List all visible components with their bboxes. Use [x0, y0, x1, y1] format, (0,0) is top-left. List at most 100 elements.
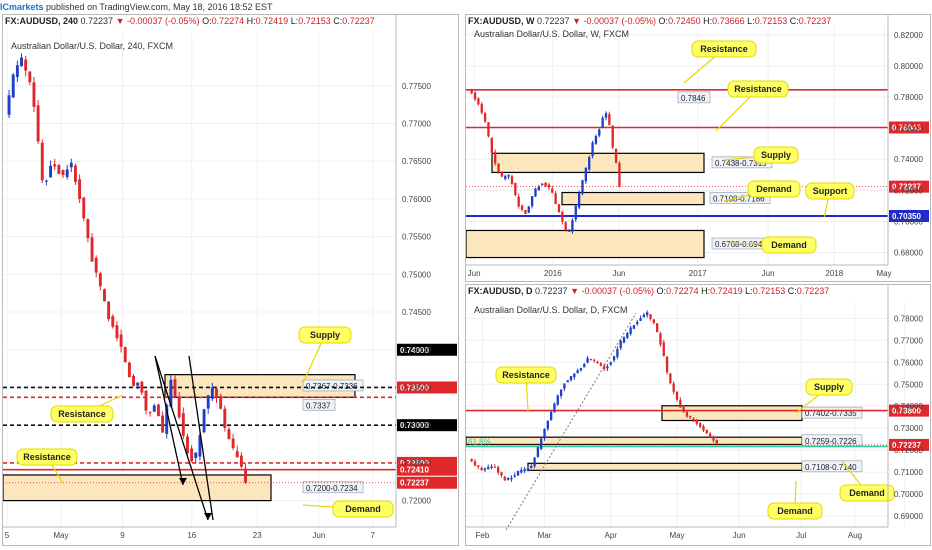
x-tick-label: 7 [371, 531, 376, 540]
broker-brand[interactable]: ICmarkets [0, 2, 44, 12]
chart-canvas-h4[interactable]: 0.7367-0.7336 0.7200-0.7234 0.74000 0.73500… [3, 15, 458, 545]
candle [132, 375, 135, 386]
trend-arrow [154, 355, 209, 521]
candle [500, 472, 503, 476]
candle [537, 186, 541, 191]
zone-label: 0.7259-0.7226 [805, 437, 857, 446]
callout-label: Resistance [734, 84, 782, 94]
y-tick-label: 0.77000 [894, 336, 923, 345]
x-tick-label: Aug [848, 531, 862, 540]
candle [57, 165, 61, 174]
candle [86, 219, 90, 239]
candle [715, 440, 718, 444]
y-tick-label: 0.78000 [894, 314, 923, 323]
publish-info: published on TradingView.com, May 18, 20… [43, 2, 273, 12]
chart-panel-h4[interactable]: FX:AUDUSD, 240 0.72237 ▼ -0.00037 (-0.05… [2, 14, 459, 546]
candle [235, 451, 239, 458]
candle [606, 366, 609, 369]
candle [493, 466, 496, 468]
level-label-box [677, 91, 711, 104]
x-tick-label: 5 [5, 531, 10, 540]
candle [24, 59, 28, 71]
candle [584, 167, 588, 182]
price-tag-label: 0.73800 [892, 407, 921, 416]
x-tick-label: Jun [468, 269, 481, 278]
chart-panel-weekly[interactable]: FX:AUDUSD, W 0.72237 ▼ -0.00037 (-0.05%)… [465, 14, 931, 282]
x-tick-label: Mar [538, 531, 552, 540]
y-tick-label: 0.77000 [402, 120, 431, 129]
callout-label: Resistance [502, 370, 550, 380]
close-value: 0.72237 [342, 16, 375, 26]
price-tag-label: 0.73000 [400, 421, 429, 430]
last-price: 0.72237 [535, 286, 568, 296]
candle [636, 322, 639, 325]
candle [49, 165, 53, 178]
chart-canvas-weekly[interactable]: 0.7438-0.7315 0.7108-0.7186 0.6768-0.6942 0… [466, 15, 930, 281]
price-tag [889, 404, 929, 417]
callout-label: Demand [777, 506, 813, 516]
candle [583, 363, 586, 368]
candle [477, 98, 480, 105]
candle [574, 205, 577, 220]
level-label-box [302, 398, 336, 411]
candle [78, 179, 82, 199]
candle [61, 170, 65, 175]
zone-label: 0.7367-0.7336 [306, 382, 358, 391]
x-tick-label: 23 [253, 531, 262, 540]
candle [496, 466, 500, 473]
candle [520, 469, 523, 473]
candle [206, 395, 210, 409]
fib-label: 61.8% [468, 437, 491, 446]
callout-label: Demand [849, 488, 885, 498]
x-tick-label: 2017 [689, 269, 707, 278]
trend-arrow [188, 355, 214, 521]
y-tick-label: 0.70000 [894, 490, 923, 499]
candle [510, 477, 513, 480]
candle [622, 337, 626, 343]
candle [148, 411, 152, 413]
symbol: FX:AUDUSD, W [468, 16, 535, 26]
candle [586, 358, 589, 363]
callout-label: Demand [756, 184, 792, 194]
y-tick-label: 0.69000 [894, 512, 923, 521]
candle [626, 332, 629, 338]
candle [520, 205, 524, 210]
candle [618, 163, 621, 188]
candle [32, 82, 36, 107]
callout-demand [747, 180, 801, 198]
candle [177, 396, 181, 418]
candle [685, 411, 689, 417]
y-tick-label: 0.74000 [894, 402, 923, 411]
candle [504, 176, 507, 179]
callout-label: Demand [345, 504, 381, 514]
open-value: 0.72274 [666, 286, 699, 296]
candle [619, 340, 622, 349]
candle [530, 466, 533, 469]
y-tick-label: 0.76000 [402, 195, 431, 204]
chart-title: Australian Dollar/U.S. Dollar, 240, FXCM [11, 41, 173, 51]
callout-supply [298, 326, 352, 344]
ohlc-header: FX:AUDUSD, 240 0.72237 ▼ -0.00037 (-0.05… [5, 16, 375, 26]
candle [593, 359, 596, 361]
candle [632, 325, 636, 329]
candle [156, 404, 160, 417]
candle [639, 318, 642, 321]
zone-supply [491, 152, 705, 174]
candle [611, 125, 614, 148]
candle [487, 467, 490, 470]
candle [470, 459, 473, 462]
candle [569, 376, 573, 381]
zone-label: 0.7402-0.7335 [805, 409, 857, 418]
y-tick-label: 0.74500 [402, 308, 431, 317]
chart-canvas-daily[interactable]: 0.7402-0.7335 0.7259-0.7226 0.7108-0.7140 0… [466, 285, 930, 545]
callout-label: Resistance [700, 44, 748, 54]
y-tick-label: 0.76500 [402, 157, 431, 166]
candle [596, 361, 599, 363]
chart-panel-daily[interactable]: FX:AUDUSD, D 0.72237 ▼ -0.00037 (-0.05%)… [465, 284, 931, 546]
callout-label: Demand [771, 240, 807, 250]
ohlc-header: FX:AUDUSD, D 0.72237 ▼ -0.00037 (-0.05%)… [468, 286, 830, 296]
price-tag [889, 180, 929, 193]
candle [69, 162, 73, 168]
price-tag-label: 0.72237 [400, 479, 429, 488]
candle [540, 438, 543, 449]
